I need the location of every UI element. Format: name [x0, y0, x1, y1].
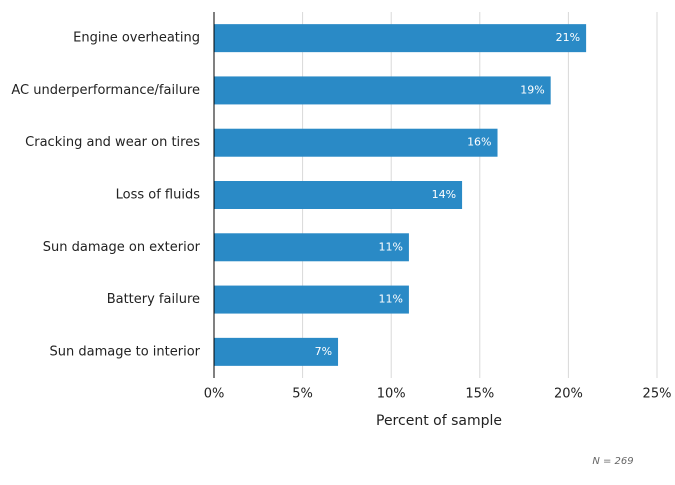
bar — [214, 128, 498, 157]
value-label: 14% — [432, 188, 456, 201]
bar — [214, 181, 463, 209]
bar — [214, 76, 551, 105]
x-tick-label: 20% — [554, 387, 583, 402]
value-label: 11% — [378, 293, 402, 306]
x-tick-label: 0% — [204, 387, 225, 402]
y-tick-label: Loss of fluids — [116, 188, 201, 203]
y-tick-label: AC underperformance/failure — [11, 83, 200, 98]
y-tick-label: Cracking and wear on tires — [25, 135, 200, 150]
x-tick-label: 25% — [643, 387, 672, 402]
x-tick-label: 15% — [465, 387, 494, 402]
bar — [214, 285, 409, 314]
x-axis-label: Percent of sample — [376, 413, 502, 429]
y-tick-label: Sun damage on exterior — [43, 240, 201, 255]
bar — [214, 337, 339, 366]
value-label: 19% — [520, 83, 544, 96]
value-label: 21% — [556, 31, 580, 44]
value-label: 7% — [315, 345, 332, 358]
x-tick-label: 10% — [377, 387, 406, 402]
bar — [214, 233, 409, 262]
note: N = 269 — [592, 456, 633, 467]
bar — [214, 24, 587, 53]
x-tick-label: 5% — [292, 387, 313, 402]
y-tick-label: Sun damage to interior — [50, 344, 201, 359]
y-tick-label: Battery failure — [107, 292, 200, 307]
value-label: 16% — [467, 136, 491, 149]
value-label: 11% — [378, 240, 402, 253]
y-tick-label: Engine overheating — [73, 31, 200, 46]
